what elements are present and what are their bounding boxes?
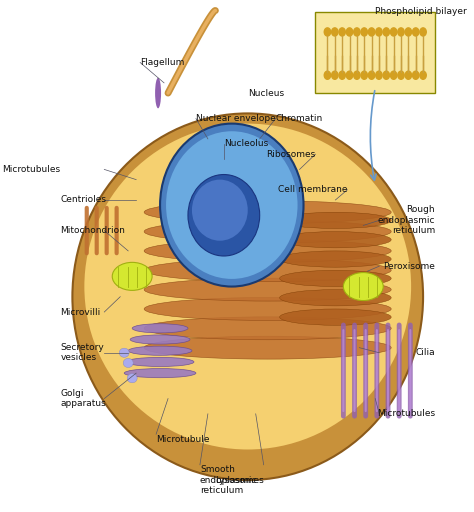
Circle shape xyxy=(383,28,390,36)
Text: Centrioles: Centrioles xyxy=(61,196,107,204)
Text: Nucleolus: Nucleolus xyxy=(224,139,268,148)
Ellipse shape xyxy=(124,369,196,378)
Text: Phospholipid bilayer: Phospholipid bilayer xyxy=(375,7,467,16)
Ellipse shape xyxy=(280,270,391,287)
Ellipse shape xyxy=(144,240,391,262)
Circle shape xyxy=(376,71,382,79)
Text: Chromatin: Chromatin xyxy=(276,114,323,123)
Ellipse shape xyxy=(280,309,391,325)
Ellipse shape xyxy=(126,357,194,367)
Text: Peroxisome: Peroxisome xyxy=(383,262,435,271)
FancyBboxPatch shape xyxy=(316,12,435,93)
Text: Golgi
apparatus: Golgi apparatus xyxy=(61,389,106,408)
Ellipse shape xyxy=(155,78,161,109)
Circle shape xyxy=(324,28,331,36)
Text: Secretory
vesicles: Secretory vesicles xyxy=(61,343,104,362)
Ellipse shape xyxy=(144,278,391,301)
Circle shape xyxy=(339,28,346,36)
Circle shape xyxy=(383,71,390,79)
Circle shape xyxy=(420,71,426,79)
Circle shape xyxy=(361,28,367,36)
Circle shape xyxy=(324,71,331,79)
Circle shape xyxy=(339,71,346,79)
Text: Microtubule: Microtubule xyxy=(156,435,210,444)
Ellipse shape xyxy=(112,262,152,290)
Circle shape xyxy=(332,71,338,79)
Circle shape xyxy=(346,71,353,79)
Ellipse shape xyxy=(192,180,248,241)
Circle shape xyxy=(368,71,375,79)
Text: Ribosomes: Ribosomes xyxy=(266,150,316,159)
Ellipse shape xyxy=(84,123,411,450)
Circle shape xyxy=(368,28,375,36)
Text: Nuclear envelope: Nuclear envelope xyxy=(196,114,276,123)
Ellipse shape xyxy=(119,348,129,357)
Circle shape xyxy=(398,71,404,79)
Text: Nucleus: Nucleus xyxy=(248,89,284,98)
Text: Mitochondrion: Mitochondrion xyxy=(61,226,125,235)
Ellipse shape xyxy=(144,336,391,359)
Circle shape xyxy=(412,71,419,79)
Circle shape xyxy=(391,71,397,79)
Circle shape xyxy=(354,71,360,79)
Text: Microtubules: Microtubules xyxy=(2,165,61,174)
Ellipse shape xyxy=(130,335,190,344)
Ellipse shape xyxy=(128,346,192,355)
Text: Microtubules: Microtubules xyxy=(377,410,435,418)
Ellipse shape xyxy=(127,374,137,383)
Ellipse shape xyxy=(144,201,391,224)
Ellipse shape xyxy=(144,317,391,340)
Ellipse shape xyxy=(144,259,391,282)
Ellipse shape xyxy=(73,114,423,480)
Circle shape xyxy=(398,28,404,36)
Circle shape xyxy=(376,28,382,36)
Circle shape xyxy=(412,28,419,36)
Ellipse shape xyxy=(280,290,391,306)
Circle shape xyxy=(361,71,367,79)
Circle shape xyxy=(405,28,411,36)
Ellipse shape xyxy=(280,251,391,267)
Text: Rough
endoplasmic
reticulum: Rough endoplasmic reticulum xyxy=(377,205,435,235)
Text: Smooth
endoplasmic
reticulum: Smooth endoplasmic reticulum xyxy=(200,465,257,495)
Ellipse shape xyxy=(123,358,133,368)
Ellipse shape xyxy=(144,220,391,243)
Text: Lysosomes: Lysosomes xyxy=(215,476,264,484)
Ellipse shape xyxy=(188,175,260,256)
Ellipse shape xyxy=(280,212,391,228)
Circle shape xyxy=(420,28,426,36)
Circle shape xyxy=(346,28,353,36)
Ellipse shape xyxy=(160,123,303,287)
Circle shape xyxy=(354,28,360,36)
Text: Flagellum: Flagellum xyxy=(140,58,184,67)
Text: Microvilli: Microvilli xyxy=(61,308,100,316)
Text: Cell membrane: Cell membrane xyxy=(278,185,347,194)
Text: Cilia: Cilia xyxy=(415,348,435,357)
Ellipse shape xyxy=(144,297,391,321)
Ellipse shape xyxy=(343,272,383,301)
Ellipse shape xyxy=(280,231,391,248)
Ellipse shape xyxy=(166,131,298,279)
Circle shape xyxy=(332,28,338,36)
Circle shape xyxy=(405,71,411,79)
Ellipse shape xyxy=(132,324,188,333)
Circle shape xyxy=(391,28,397,36)
